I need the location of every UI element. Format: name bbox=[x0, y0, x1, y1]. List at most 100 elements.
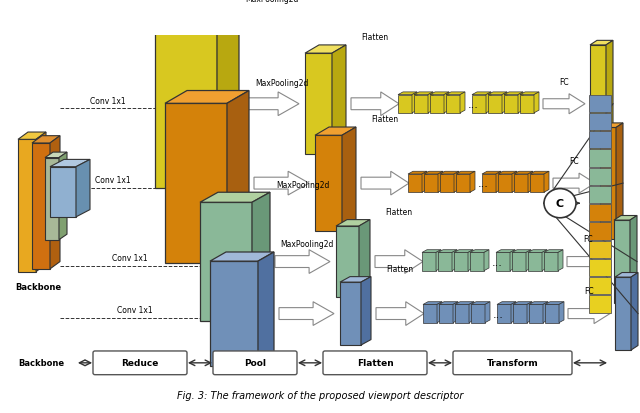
Polygon shape bbox=[614, 216, 637, 221]
Text: Conv 1x1: Conv 1x1 bbox=[117, 306, 153, 315]
Polygon shape bbox=[520, 95, 534, 114]
Polygon shape bbox=[165, 91, 249, 104]
Text: MaxPooling2d: MaxPooling2d bbox=[276, 180, 329, 189]
Polygon shape bbox=[471, 305, 485, 323]
Polygon shape bbox=[315, 136, 342, 231]
Polygon shape bbox=[631, 273, 638, 350]
Polygon shape bbox=[423, 305, 437, 323]
Polygon shape bbox=[438, 172, 443, 193]
Polygon shape bbox=[227, 91, 249, 263]
Polygon shape bbox=[408, 172, 427, 175]
Polygon shape bbox=[544, 250, 563, 253]
Polygon shape bbox=[430, 95, 444, 114]
Polygon shape bbox=[496, 172, 501, 193]
Polygon shape bbox=[543, 302, 548, 323]
Polygon shape bbox=[422, 250, 441, 253]
Polygon shape bbox=[453, 302, 458, 323]
Text: MaxPooling2d: MaxPooling2d bbox=[245, 0, 298, 4]
Polygon shape bbox=[428, 93, 433, 114]
Polygon shape bbox=[414, 95, 428, 114]
Polygon shape bbox=[527, 302, 532, 323]
Text: MaxPooling2d: MaxPooling2d bbox=[255, 79, 308, 88]
Polygon shape bbox=[456, 172, 475, 175]
Text: Flatten: Flatten bbox=[371, 115, 399, 124]
Polygon shape bbox=[460, 93, 465, 114]
Polygon shape bbox=[165, 104, 227, 263]
Polygon shape bbox=[530, 175, 544, 193]
Polygon shape bbox=[511, 302, 516, 323]
Polygon shape bbox=[254, 172, 309, 195]
Text: FC: FC bbox=[559, 77, 569, 86]
Polygon shape bbox=[342, 128, 356, 231]
Text: MaxPooling2d: MaxPooling2d bbox=[280, 240, 333, 249]
Polygon shape bbox=[50, 136, 60, 269]
Polygon shape bbox=[454, 253, 468, 271]
Polygon shape bbox=[512, 250, 531, 253]
Text: Backbone: Backbone bbox=[15, 282, 61, 291]
Polygon shape bbox=[200, 203, 252, 321]
Bar bbox=[589, 150, 611, 167]
Polygon shape bbox=[545, 305, 559, 323]
Polygon shape bbox=[454, 172, 459, 193]
Polygon shape bbox=[630, 216, 637, 303]
Polygon shape bbox=[498, 172, 517, 175]
Polygon shape bbox=[615, 278, 631, 350]
Polygon shape bbox=[50, 167, 76, 217]
Polygon shape bbox=[514, 175, 528, 193]
Polygon shape bbox=[412, 93, 417, 114]
Polygon shape bbox=[315, 128, 356, 136]
Polygon shape bbox=[520, 93, 539, 95]
Polygon shape bbox=[559, 302, 564, 323]
Polygon shape bbox=[32, 144, 50, 269]
Polygon shape bbox=[200, 193, 270, 203]
Polygon shape bbox=[513, 305, 527, 323]
Polygon shape bbox=[217, 7, 239, 189]
Polygon shape bbox=[252, 193, 270, 321]
Polygon shape bbox=[361, 172, 409, 195]
Text: Flatten: Flatten bbox=[387, 264, 413, 273]
Polygon shape bbox=[512, 172, 517, 193]
Polygon shape bbox=[332, 46, 346, 155]
Polygon shape bbox=[258, 252, 274, 366]
Polygon shape bbox=[422, 253, 436, 271]
FancyBboxPatch shape bbox=[323, 351, 427, 375]
Polygon shape bbox=[18, 133, 46, 140]
Polygon shape bbox=[275, 250, 330, 274]
Polygon shape bbox=[438, 250, 457, 253]
Circle shape bbox=[544, 189, 576, 218]
Polygon shape bbox=[568, 304, 610, 324]
Polygon shape bbox=[496, 253, 510, 271]
Polygon shape bbox=[32, 136, 60, 144]
Polygon shape bbox=[336, 220, 370, 226]
Bar bbox=[589, 259, 611, 276]
Polygon shape bbox=[510, 250, 515, 271]
Polygon shape bbox=[438, 253, 452, 271]
Text: C: C bbox=[556, 199, 564, 209]
FancyBboxPatch shape bbox=[93, 351, 187, 375]
Bar bbox=[589, 132, 611, 149]
Polygon shape bbox=[544, 253, 558, 271]
Polygon shape bbox=[155, 20, 217, 189]
Polygon shape bbox=[488, 95, 502, 114]
Polygon shape bbox=[361, 277, 371, 345]
Polygon shape bbox=[528, 172, 533, 193]
Text: FC: FC bbox=[584, 287, 594, 296]
Polygon shape bbox=[424, 175, 438, 193]
Polygon shape bbox=[376, 302, 424, 325]
Text: FC: FC bbox=[569, 157, 579, 166]
Polygon shape bbox=[600, 123, 623, 128]
Polygon shape bbox=[482, 172, 501, 175]
Polygon shape bbox=[244, 93, 299, 116]
Polygon shape bbox=[468, 250, 473, 271]
Text: Pool: Pool bbox=[244, 358, 266, 368]
Polygon shape bbox=[455, 302, 474, 305]
Polygon shape bbox=[504, 93, 523, 95]
Text: Reduce: Reduce bbox=[122, 358, 159, 368]
Bar bbox=[589, 296, 611, 313]
Polygon shape bbox=[305, 54, 332, 155]
Polygon shape bbox=[590, 46, 606, 163]
Polygon shape bbox=[542, 250, 547, 271]
Polygon shape bbox=[600, 128, 616, 239]
Polygon shape bbox=[440, 172, 459, 175]
Polygon shape bbox=[512, 253, 526, 271]
